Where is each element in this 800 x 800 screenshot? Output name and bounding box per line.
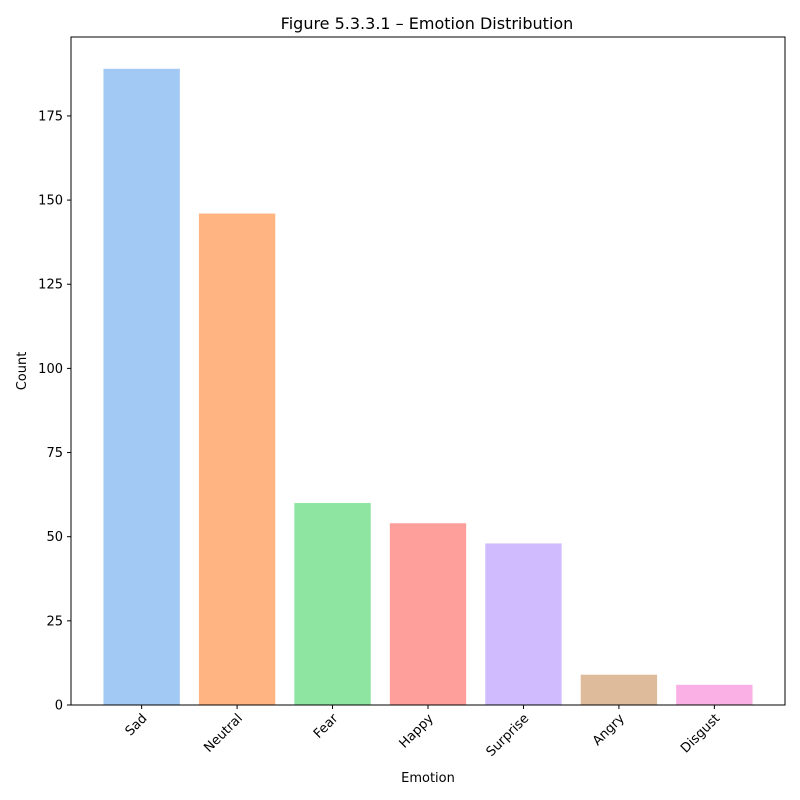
bar-happy (389, 523, 467, 705)
x-tick-label-sad: Sad (123, 711, 151, 739)
x-axis: Sad Neutral Fear Happy Surprise Angry Disgust (123, 705, 723, 760)
x-tick-label-disgust: Disgust (678, 711, 723, 756)
y-tick-label-125: 125 (38, 278, 63, 293)
y-axis: 0 25 50 75 100 125 150 175 (38, 109, 71, 714)
y-tick-label-100: 100 (38, 362, 63, 377)
x-tick-label-angry: Angry (590, 711, 628, 749)
y-tick-label-175: 175 (38, 109, 63, 124)
y-axis-label: Count (15, 352, 30, 391)
y-tick-label-50: 50 (46, 530, 63, 545)
x-tick-label-happy: Happy (397, 711, 437, 751)
y-tick-label-0: 0 (55, 699, 63, 714)
plot-frame (70, 36, 786, 706)
bar-neutral (198, 213, 276, 705)
x-axis-label: Emotion (401, 771, 455, 786)
x-tick-label-neutral: Neutral (201, 711, 246, 756)
bar-angry (580, 674, 658, 705)
chart-title: Figure 5.3.3.1 – Emotion Distribution (281, 14, 574, 33)
bar-surprise (485, 543, 562, 705)
x-tick-label-surprise: Surprise (484, 711, 533, 760)
y-tick-label-75: 75 (46, 446, 63, 461)
plot-area (103, 68, 753, 706)
bar-disgust (676, 684, 753, 705)
y-tick-label-150: 150 (38, 194, 63, 209)
y-tick-label-25: 25 (46, 614, 63, 629)
bar-fear (294, 503, 371, 705)
x-tick-label-fear: Fear (311, 711, 342, 742)
bar-sad (103, 68, 180, 706)
